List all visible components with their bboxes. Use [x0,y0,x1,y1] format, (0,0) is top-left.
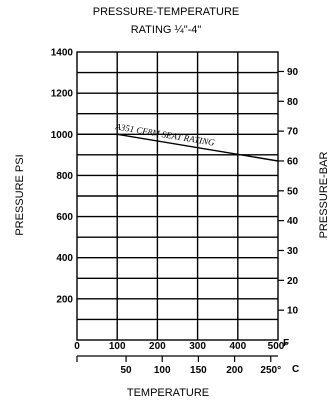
y-axis-left-title: PRESSURE PSI [14,154,26,235]
y-right-tick-label: 90 [287,67,299,78]
grid [76,51,279,341]
x-f-tick-label: 0 [74,341,80,352]
x-f-tick-label: 100 [109,341,126,352]
y-left-tick-label: 1200 [51,89,74,100]
x-f-tick-label: 200 [149,341,166,352]
y-left-tick-label: 800 [56,171,73,182]
y-right-tick-label: 40 [287,216,299,227]
y-right-tick-label: 50 [287,186,299,197]
x-c-tick-label: 250° [260,365,281,376]
y-right-tick-label: 70 [287,127,299,138]
x-f-tick-label: 400 [229,341,246,352]
x-f-tick-label: 500° [268,341,289,352]
y-right-tick-label: 60 [287,156,299,167]
x-c-tick-label: 150 [190,365,207,376]
y-right-tick-label: 30 [287,246,299,257]
y-right-tick-label: 20 [287,276,299,287]
x-f-tick-label: 300 [189,341,206,352]
y-left-tick-label: 400 [56,253,73,264]
y-right-tick-label: 10 [287,306,299,317]
y-left-tick-label: 1000 [51,130,74,141]
x-c-tick-label: 200 [226,365,243,376]
y-right-tick-label: 80 [287,97,299,108]
y-axis-right-title: PRESSURE-BAR [318,152,330,239]
x-axis-unit-c: C [292,364,299,375]
y-left-tick-label: 200 [56,294,73,305]
x-axis-title: TEMPERATURE [127,387,209,399]
chart-title-line1: PRESSURE-TEMPERATURE [93,6,239,18]
x-c-tick-label: 100 [154,365,171,376]
chart-title-line2: RATING ¼"-4" [131,24,202,36]
ticks-group: 2004006008001000120014001020304050607080… [51,48,299,377]
x-axis-unit-f: F [283,338,289,349]
y-left-tick-label: 1400 [51,48,74,59]
y-left-tick-label: 600 [56,212,73,223]
series-line [77,133,279,162]
x-c-tick-label: 50 [120,365,132,376]
